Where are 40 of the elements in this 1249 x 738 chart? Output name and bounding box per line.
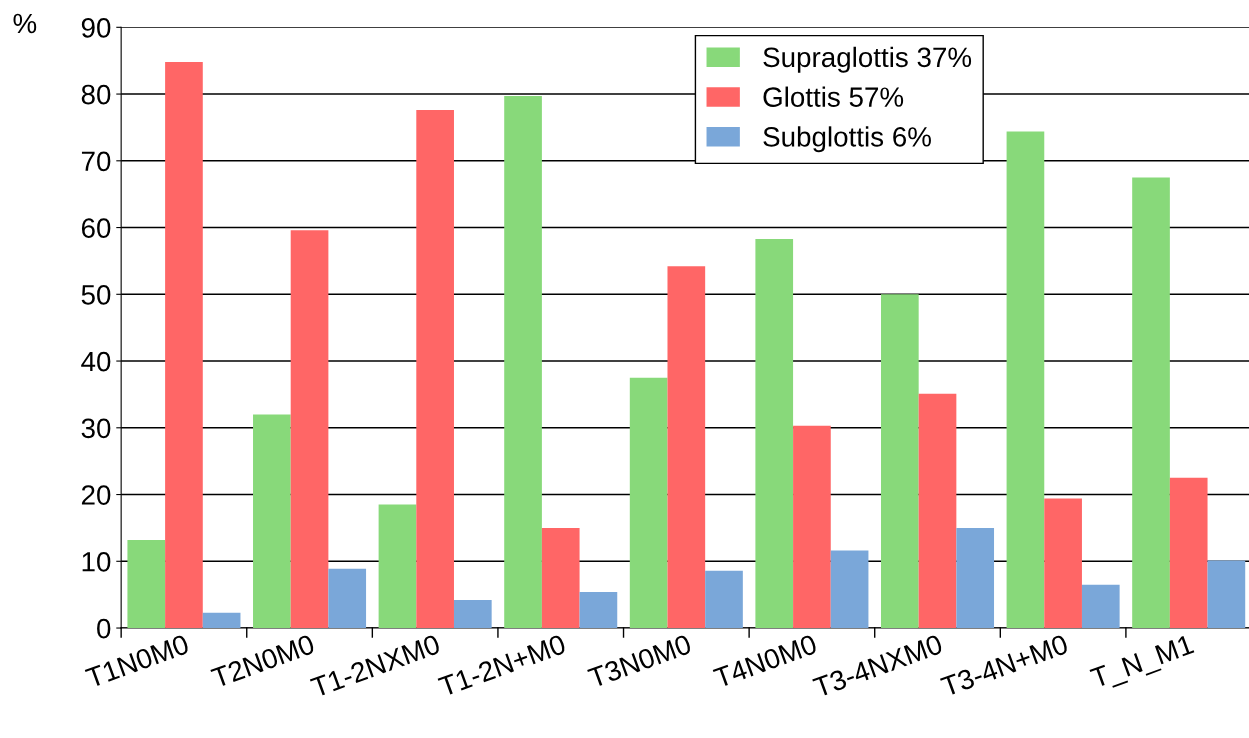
y-tick-label: 90 (81, 17, 111, 38)
bar (956, 527, 995, 629)
bar (1081, 584, 1120, 629)
bar (755, 238, 794, 629)
legend-label: Supraglottis 37% (763, 46, 972, 73)
y-tick-label: 20 (81, 485, 111, 505)
bar (253, 414, 291, 629)
bar (1132, 177, 1170, 629)
bar (202, 612, 241, 629)
y-tick-label: 80 (81, 84, 111, 105)
bar (328, 568, 367, 629)
bar (504, 96, 542, 629)
bar (1169, 477, 1208, 629)
bar (881, 294, 919, 629)
legend-label: Glottis 57% (763, 86, 904, 107)
y-tick-label: 30 (81, 418, 111, 439)
y-axis-title: % (13, 13, 37, 34)
bar (629, 377, 668, 629)
bar (541, 527, 580, 629)
bar (1006, 131, 1045, 629)
y-tick-label: 50 (81, 284, 111, 305)
bar (793, 425, 831, 629)
bar (378, 504, 417, 629)
bar (579, 591, 618, 629)
legend-label: Subglottis 6% (763, 126, 931, 153)
y-tick-label: 40 (81, 351, 111, 372)
bar (127, 539, 166, 629)
bar (290, 230, 329, 629)
bar (165, 62, 203, 629)
bar (918, 393, 957, 629)
y-tick-label: 10 (82, 551, 111, 572)
bar (1207, 560, 1246, 629)
bar (416, 110, 454, 629)
y-tick-label: 60 (81, 218, 111, 238)
bar (453, 600, 492, 629)
bar (830, 550, 869, 629)
y-tick-label: 70 (81, 151, 111, 172)
bar (705, 570, 743, 629)
bar (1044, 498, 1082, 629)
bar (667, 266, 706, 629)
